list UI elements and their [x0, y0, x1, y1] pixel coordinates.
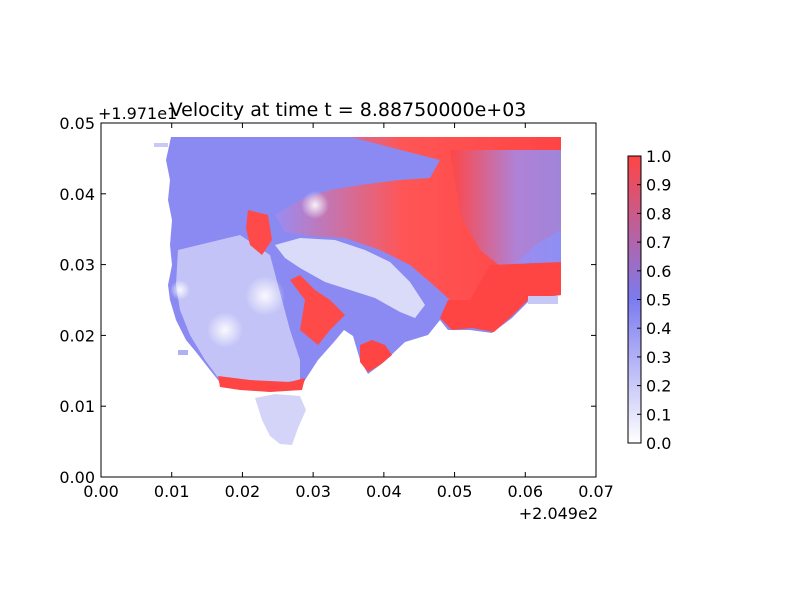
x-tick-label: 0.03	[295, 482, 331, 501]
x-tick-label: 0.02	[225, 482, 261, 501]
domain-east-fade	[450, 150, 561, 270]
colorbar-ticks: 0.0 0.1 0.2 0.3 0.4 0.5 0.6 0.7 0.8 0.9 1.0	[637, 147, 671, 453]
edge-mark	[178, 350, 188, 355]
x-tick-label: 0.01	[154, 482, 190, 501]
domain-plume	[255, 394, 306, 445]
plot-frame	[100, 122, 597, 478]
y-tick-label: 0.03	[59, 256, 95, 275]
edge-mark	[528, 296, 558, 304]
colorbar-tick-label: 0.6	[646, 262, 671, 281]
x-offset-label: +2.049e2	[519, 504, 598, 523]
y-offset-label: +1.971e1	[98, 104, 177, 123]
colorbar-tick-label: 0.7	[646, 233, 671, 252]
y-tick-label: 0.01	[59, 397, 95, 416]
hotspot	[301, 191, 329, 219]
y-tick-label: 0.00	[59, 468, 95, 487]
domain-red-bay	[360, 340, 392, 372]
colorbar-tick-label: 1.0	[646, 147, 671, 166]
domain-red-center	[246, 210, 272, 255]
x-tick-label: 0.07	[578, 482, 614, 501]
domain-light-west	[176, 235, 300, 386]
colorbar-tick-label: 0.3	[646, 348, 671, 367]
x-tick-label: 0.05	[437, 482, 473, 501]
x-tick-label: 0.00	[83, 482, 119, 501]
domain-red-south	[290, 275, 345, 345]
x-tick-label: 0.04	[366, 482, 402, 501]
y-tick-label: 0.04	[59, 185, 95, 204]
chart-title: Velocity at time t = 8.88750000e+03	[170, 99, 527, 121]
hotspot	[170, 280, 190, 300]
colorbar-tick-label: 0.1	[646, 405, 671, 424]
y-tick-label: 0.05	[59, 114, 95, 133]
domain-red-coast	[218, 376, 305, 392]
y-axis: 0.00 0.01 0.02 0.03 0.04 0.05	[59, 114, 596, 487]
hotspot	[245, 276, 285, 316]
x-axis: 0.00 0.01 0.02 0.03 0.04 0.05 0.06 0.07	[83, 123, 614, 501]
domain-red-east	[440, 262, 561, 332]
colorbar-tick-label: 0.5	[646, 291, 671, 310]
domain-light-lobe	[275, 238, 425, 318]
hotspot	[207, 312, 243, 348]
velocity-field	[154, 137, 561, 445]
colorbar-tick-label: 0.2	[646, 377, 671, 396]
colorbar-tick-label: 0.9	[646, 176, 671, 195]
x-tick-label: 0.06	[507, 482, 543, 501]
colorbar-tick-label: 0.0	[646, 434, 671, 453]
edge-mark	[154, 143, 168, 147]
colorbar-tick-label: 0.4	[646, 319, 671, 338]
colorbar-tick-label: 0.8	[646, 204, 671, 223]
y-tick-label: 0.02	[59, 326, 95, 345]
